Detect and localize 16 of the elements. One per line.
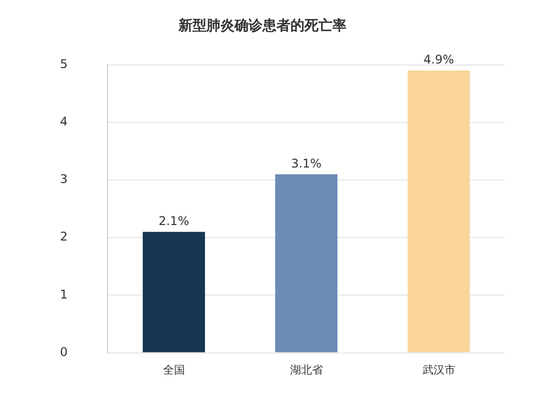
data-label: 2.1%	[158, 214, 190, 228]
bar	[408, 70, 470, 352]
bar	[142, 232, 205, 352]
data-label: 3.1%	[291, 156, 322, 170]
x-tick-label: 武汉市	[422, 363, 456, 376]
x-tick-label: 湖北省	[290, 363, 323, 376]
y-tick-label: 5	[60, 56, 68, 71]
y-tick-label: 1	[60, 287, 68, 302]
y-tick-label: 0	[60, 344, 68, 359]
x-tick-label: 全国	[162, 363, 185, 376]
chart-title: 新型肺炎确诊患者的死亡率	[178, 17, 346, 34]
y-tick-label: 2	[60, 230, 68, 244]
y-tick-label: 3	[60, 172, 68, 186]
bar	[275, 174, 338, 352]
data-label: 4.9%	[424, 52, 454, 67]
y-tick-label: 4	[60, 114, 68, 129]
